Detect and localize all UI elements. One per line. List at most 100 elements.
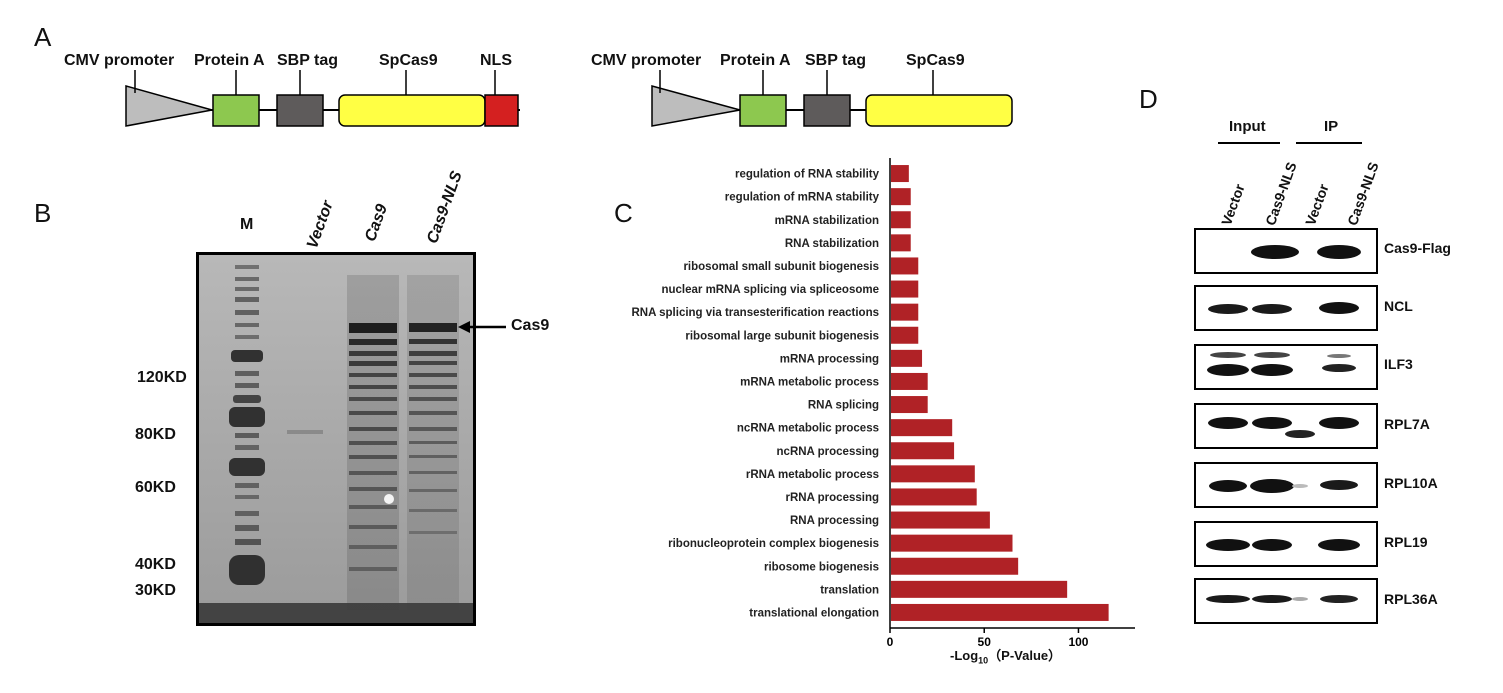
marker-60kd: 60KD bbox=[135, 479, 176, 496]
category-label-4: ribosomal small subunit biogenesis bbox=[683, 261, 879, 273]
sbp-tag-box-2 bbox=[803, 94, 851, 127]
bar-15 bbox=[891, 511, 990, 529]
blot-group-input: Input bbox=[1229, 118, 1266, 135]
category-label-18: translation bbox=[820, 584, 879, 596]
blot-label-ncl: NCL bbox=[1384, 298, 1413, 314]
label-protein-a: Protein A bbox=[194, 52, 265, 69]
gel-image bbox=[196, 252, 476, 626]
cas9-nls-lane bbox=[407, 275, 459, 610]
gel-lane-vector: Vector bbox=[304, 198, 337, 251]
category-label-1: regulation of mRNA stability bbox=[725, 192, 880, 204]
bar-4 bbox=[891, 257, 919, 275]
category-label-7: ribosomal large subunit biogenesis bbox=[685, 330, 879, 342]
bar-19 bbox=[891, 603, 1109, 621]
cas9-arrow-label: Cas9 bbox=[511, 317, 550, 334]
category-label-19: translational elongation bbox=[749, 607, 879, 619]
blot-lane-vector-2: Vector bbox=[1302, 181, 1332, 228]
x-axis-label: -Log10（P-Value） bbox=[950, 648, 1062, 666]
marker-lane bbox=[229, 265, 265, 585]
blot-strip-cas9-flag bbox=[1194, 228, 1378, 274]
label-cmv-promoter-2: CMV promoter bbox=[591, 52, 702, 69]
gel-lane-cas9: Cas9 bbox=[362, 202, 392, 244]
blot-label-rpl19: RPL19 bbox=[1384, 534, 1428, 550]
construct-without-nls-diagram bbox=[651, 70, 1013, 127]
category-label-10: RNA splicing bbox=[808, 400, 879, 412]
spcas9-box-2 bbox=[865, 94, 1013, 127]
bar-8 bbox=[891, 349, 923, 367]
label-nls: NLS bbox=[480, 52, 512, 69]
blot-label-rpl10a: RPL10A bbox=[1384, 475, 1438, 491]
category-label-0: regulation of RNA stability bbox=[735, 169, 880, 181]
category-label-9: mRNA metabolic process bbox=[740, 376, 879, 388]
bar-3 bbox=[891, 234, 911, 252]
bar-10 bbox=[891, 396, 928, 414]
blot-strip-rpl10a bbox=[1194, 462, 1378, 508]
bar-9 bbox=[891, 372, 928, 390]
blot-strip-rpl36a bbox=[1194, 578, 1378, 624]
bar-6 bbox=[891, 303, 919, 321]
protein-a-box-2 bbox=[739, 94, 787, 127]
blot-lane-cas9-nls-2: Cas9-NLS bbox=[1344, 159, 1382, 228]
marker-40kd: 40KD bbox=[135, 556, 176, 573]
sbp-tag-box bbox=[276, 94, 324, 127]
blot-strip-ilf3 bbox=[1194, 344, 1378, 390]
construct-with-nls-diagram bbox=[125, 70, 520, 127]
panel-letter-b: B bbox=[34, 198, 52, 228]
category-label-15: RNA processing bbox=[790, 515, 879, 527]
ip-group-line bbox=[1296, 142, 1362, 144]
category-label-8: mRNA processing bbox=[780, 353, 879, 365]
go-chart: regulation of RNA stability regulation of… bbox=[590, 150, 1150, 670]
x-tick-label-0: 0 bbox=[887, 635, 894, 649]
bar-2 bbox=[891, 211, 911, 229]
marker-120kd: 120KD bbox=[137, 369, 187, 386]
spcas9-box bbox=[338, 94, 486, 127]
category-label-16: ribonucleoprotein complex biogenesis bbox=[668, 538, 879, 550]
label-sbp-tag-2: SBP tag bbox=[805, 52, 867, 69]
category-label-5: nuclear mRNA splicing via spliceosome bbox=[661, 284, 879, 296]
panel-letter-d: D bbox=[1139, 84, 1158, 114]
bar-17 bbox=[891, 557, 1019, 575]
blot-group-ip: IP bbox=[1324, 118, 1339, 135]
label-spcas9: SpCas9 bbox=[379, 52, 438, 69]
construct-without-nls bbox=[560, 0, 1030, 140]
category-label-14: rRNA processing bbox=[785, 492, 879, 504]
gel-image-svg bbox=[199, 255, 473, 623]
gel-lane-m: M bbox=[240, 216, 254, 233]
go-chart-svg: regulation of RNA stability regulation of… bbox=[631, 158, 1135, 649]
x-tick-label-1: 50 bbox=[978, 635, 992, 649]
bar-13 bbox=[891, 465, 975, 483]
bar-12 bbox=[891, 442, 955, 460]
input-group-line bbox=[1218, 142, 1280, 144]
marker-80kd: 80KD bbox=[135, 426, 176, 443]
blot-label-rpl7a: RPL7A bbox=[1384, 416, 1430, 432]
label-spcas9-2: SpCas9 bbox=[906, 52, 965, 69]
bar-11 bbox=[891, 419, 953, 437]
category-label-12: ncRNA processing bbox=[777, 446, 879, 458]
blot-label-ilf3: ILF3 bbox=[1384, 356, 1413, 372]
blot-strip-ncl bbox=[1194, 285, 1378, 331]
bar-1 bbox=[891, 188, 911, 206]
label-protein-a-2: Protein A bbox=[720, 52, 791, 69]
category-label-11: ncRNA metabolic process bbox=[737, 423, 879, 435]
blot-lane-vector-1: Vector bbox=[1218, 181, 1248, 228]
bar-18 bbox=[891, 580, 1068, 598]
label-sbp-tag: SBP tag bbox=[277, 52, 339, 69]
blot-strip-rpl19 bbox=[1194, 521, 1378, 567]
category-label-3: RNA stabilization bbox=[785, 238, 879, 250]
cas9-lane bbox=[347, 275, 399, 610]
bar-5 bbox=[891, 280, 919, 298]
category-label-6: RNA splicing via transesterification rea… bbox=[631, 307, 879, 319]
x-tick-label-2: 100 bbox=[1068, 635, 1088, 649]
blot-label-cas9-flag: Cas9-Flag bbox=[1384, 240, 1451, 256]
blot-label-rpl36a: RPL36A bbox=[1384, 591, 1438, 607]
category-label-2: mRNA stabilization bbox=[775, 215, 879, 227]
blot-strip-rpl7a bbox=[1194, 403, 1378, 449]
category-label-17: ribosome biogenesis bbox=[764, 561, 879, 573]
cmv-promoter-shape bbox=[125, 85, 213, 127]
protein-a-box bbox=[212, 94, 260, 127]
blot-lane-cas9-nls-1: Cas9-NLS bbox=[1262, 159, 1300, 228]
construct-with-nls bbox=[0, 0, 560, 140]
bar-7 bbox=[891, 326, 919, 344]
cas9-arrow-icon bbox=[458, 321, 506, 333]
bar-16 bbox=[891, 534, 1013, 552]
